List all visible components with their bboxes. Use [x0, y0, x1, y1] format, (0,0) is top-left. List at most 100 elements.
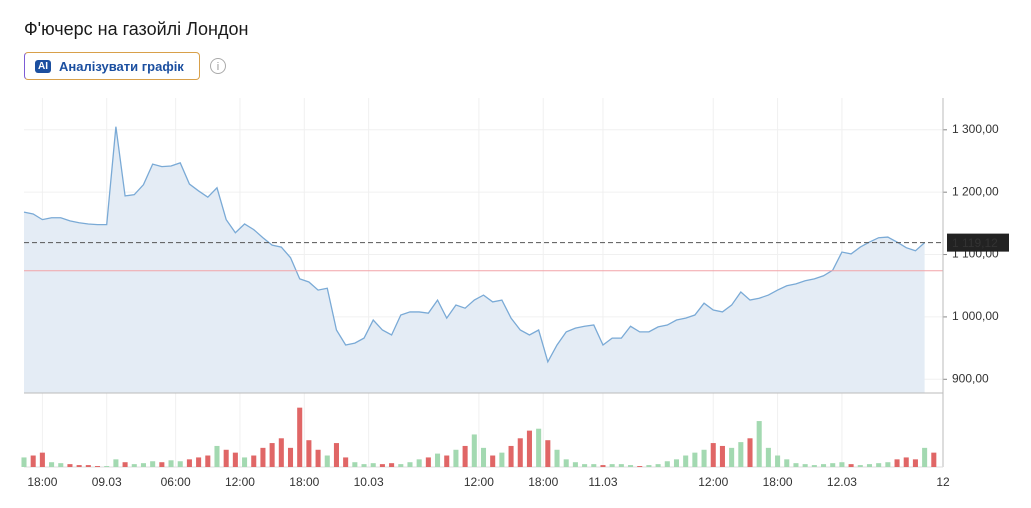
button-label: Аналізувати графік	[59, 58, 184, 74]
volume-bar	[113, 459, 119, 467]
volume-bar	[85, 465, 91, 467]
volume-bar	[692, 452, 698, 467]
volume-bar	[784, 459, 790, 467]
volume-bar	[591, 464, 597, 467]
volume-bar	[517, 438, 523, 467]
volume-bar	[214, 445, 220, 467]
volume-bar	[159, 462, 165, 467]
volume-bar	[471, 434, 477, 467]
info-icon[interactable]: i	[210, 58, 226, 74]
volume-bar	[545, 440, 551, 467]
volume-bar	[848, 464, 854, 467]
volume-bar	[866, 464, 873, 467]
volume-bar	[637, 466, 643, 467]
volume-bar	[609, 464, 615, 467]
volume-bar	[131, 464, 137, 467]
volume-bar	[793, 463, 799, 467]
volume-bar	[701, 449, 707, 467]
volume-bar	[94, 466, 101, 467]
volume-bar	[315, 449, 321, 467]
volume-bar	[582, 464, 588, 467]
volume-bar	[931, 452, 937, 467]
x-tick-label: 12	[936, 475, 950, 489]
volume-bar	[104, 466, 110, 467]
volume-bar	[196, 457, 202, 467]
volume-bar	[830, 463, 836, 467]
volume-bar	[269, 443, 275, 467]
volume-bar	[260, 447, 266, 467]
volume-bar	[526, 430, 532, 467]
volume-bar	[462, 445, 468, 467]
volume-bar	[67, 464, 73, 467]
x-tick-label: 10.03	[354, 475, 384, 489]
volume-bar	[655, 464, 661, 467]
price-line	[23, 126, 926, 364]
volume-bar	[821, 464, 827, 467]
volume-bar	[370, 463, 376, 467]
volume-bar	[232, 452, 238, 467]
volume-bar	[618, 464, 624, 467]
volume-bar	[379, 464, 385, 467]
volume-bar	[150, 461, 156, 467]
volume-bar	[58, 463, 64, 467]
volume-bar	[885, 462, 891, 467]
y-tick-label: 1 200,00	[952, 184, 999, 198]
volume-bar	[536, 428, 542, 467]
x-tick-label: 18:00	[289, 475, 319, 489]
volume-bar	[352, 462, 358, 467]
volume-bar	[287, 447, 294, 467]
volume-bar	[775, 455, 781, 467]
volume-bar	[444, 455, 450, 467]
volume-bar	[912, 459, 918, 467]
volume-bar	[306, 440, 312, 467]
x-tick-label: 12.03	[827, 475, 857, 489]
x-tick-label: 18:00	[763, 475, 793, 489]
volume-bar	[140, 463, 146, 467]
volume-bar	[729, 447, 735, 467]
volume-bar	[756, 421, 762, 467]
volume-bar	[894, 459, 900, 467]
volume-bar	[39, 452, 45, 467]
volume-bar	[903, 457, 909, 467]
volume-bar	[223, 449, 229, 467]
volume-bar	[343, 457, 349, 467]
y-tick-label: 900,00	[952, 371, 989, 385]
volume-bar	[186, 459, 192, 467]
last-price-label: 1 119,12	[952, 236, 998, 250]
volume-bar	[122, 462, 128, 467]
volume-bar	[480, 447, 487, 467]
volume-bar	[30, 455, 36, 467]
x-tick-label: 18:00	[528, 475, 558, 489]
volume-bar	[738, 442, 744, 467]
volume-bar	[563, 459, 569, 467]
y-tick-label: 1 000,00	[952, 309, 999, 323]
volume-bar	[802, 464, 808, 467]
volume-bar	[683, 455, 689, 467]
volume-bar	[205, 455, 211, 467]
volume-bar	[710, 443, 716, 467]
volume-bar	[646, 465, 652, 467]
volume-bar	[168, 460, 174, 467]
volume-bar	[600, 465, 606, 467]
volume-bar	[628, 465, 634, 467]
volume-bar	[297, 407, 303, 467]
volume-bar	[572, 462, 578, 467]
volume-bar	[435, 453, 441, 467]
volume-bar	[389, 463, 395, 467]
x-tick-label: 09.03	[92, 475, 122, 489]
volume-bar	[278, 438, 284, 467]
volume-bar	[508, 445, 514, 467]
ai-badge: AI	[35, 59, 51, 73]
volume-bar	[499, 452, 505, 467]
x-tick-label: 12:00	[225, 475, 255, 489]
volume-bar	[922, 447, 928, 467]
volume-bar	[857, 465, 863, 467]
volume-bar	[324, 455, 330, 467]
volume-bar	[416, 459, 422, 467]
analyze-button[interactable]: AI Аналізувати графік	[24, 52, 200, 80]
volume-bar	[242, 457, 248, 467]
x-tick-label: 12:00	[698, 475, 728, 489]
volume-bar	[747, 438, 753, 467]
